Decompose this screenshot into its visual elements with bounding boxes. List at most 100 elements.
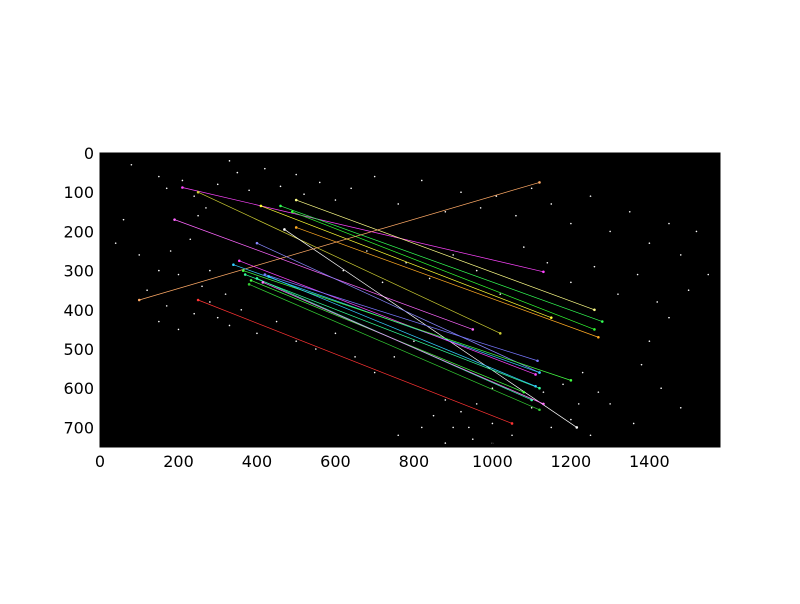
x-tick-label: 800 xyxy=(399,452,430,471)
scatter-point xyxy=(668,222,670,225)
scatter-point xyxy=(275,320,278,323)
scatter-point xyxy=(679,407,682,409)
scatter-point xyxy=(636,273,639,276)
scatter-point xyxy=(530,187,533,190)
match-endpoint xyxy=(263,273,267,276)
scatter-point xyxy=(189,238,192,241)
match-line xyxy=(264,274,538,362)
scatter-point xyxy=(381,281,384,284)
scatter-point xyxy=(577,403,580,405)
match-line xyxy=(256,242,540,373)
scatter-point xyxy=(114,242,117,244)
scatter-point xyxy=(169,250,172,252)
x-tick-label: 1400 xyxy=(629,452,670,471)
y-tick-label: 300 xyxy=(63,262,94,281)
match-endpoint xyxy=(538,181,541,184)
match-endpoint xyxy=(290,210,294,214)
match-endpoint xyxy=(575,426,579,429)
match-line-layer xyxy=(137,181,604,429)
scatter-point xyxy=(165,187,168,190)
match-endpoint xyxy=(196,298,200,302)
scatter-point xyxy=(475,403,478,405)
scatter-point xyxy=(209,269,211,272)
scatter-point xyxy=(444,211,447,213)
scatter-point xyxy=(460,191,462,193)
match-line xyxy=(284,229,577,428)
y-tick-label: 100 xyxy=(63,183,94,202)
match-endpoint xyxy=(255,277,259,280)
match-endpoint xyxy=(600,320,604,323)
scatter-point xyxy=(295,340,298,342)
scatter-point xyxy=(452,426,454,429)
scatter-point xyxy=(165,305,168,307)
scatter-point xyxy=(491,422,494,425)
scatter-point xyxy=(511,434,513,437)
match-endpoint xyxy=(536,359,539,363)
x-tick-label: 1200 xyxy=(551,452,592,471)
scatter-point xyxy=(350,187,352,190)
scatter-point xyxy=(397,434,400,437)
scatter-point xyxy=(687,289,690,292)
match-endpoint xyxy=(534,384,537,388)
match-line xyxy=(296,227,599,338)
scatter-point xyxy=(593,265,596,268)
scatter-point xyxy=(177,328,180,331)
match-endpoint xyxy=(261,281,265,284)
scatter-point xyxy=(158,269,160,272)
x-tick-label: 400 xyxy=(242,452,273,471)
match-endpoint xyxy=(247,283,251,286)
x-axis: 0 200 400 600 800 1000 1200 1400 xyxy=(95,153,670,471)
match-endpoint xyxy=(542,270,545,274)
x-tick-label: 600 xyxy=(320,452,351,471)
scatter-point xyxy=(354,356,356,358)
plot-area xyxy=(100,153,720,447)
y-tick-label: 500 xyxy=(63,340,94,359)
scatter-point xyxy=(216,316,219,319)
scatter-point xyxy=(146,289,148,292)
scatter-point xyxy=(264,167,266,170)
scatter-point xyxy=(256,332,258,335)
scatter-point xyxy=(205,207,207,209)
scatter-point xyxy=(315,348,317,350)
match-endpoint xyxy=(137,298,141,302)
scatter-point xyxy=(679,254,682,256)
scatter-point xyxy=(656,301,659,303)
scatter-point xyxy=(130,163,133,166)
match-line xyxy=(197,299,513,424)
scatter-point xyxy=(428,277,431,280)
scatter-point xyxy=(542,391,545,393)
scatter-point xyxy=(707,273,710,276)
match-line xyxy=(243,270,572,381)
scatter-point xyxy=(138,254,141,256)
scatter-point xyxy=(570,281,572,284)
scatter-point xyxy=(550,203,553,205)
match-endpoint xyxy=(243,273,247,276)
scatter-point xyxy=(197,214,199,217)
match-endpoint xyxy=(259,204,263,208)
match-line xyxy=(292,211,595,330)
match-line xyxy=(260,205,552,318)
match-line xyxy=(245,274,540,389)
scatter-point xyxy=(597,391,600,393)
scatter-point xyxy=(617,293,619,295)
match-endpoint xyxy=(593,308,596,312)
scatter-point xyxy=(224,293,227,295)
scatter-point xyxy=(589,434,592,437)
scatter-point xyxy=(471,438,474,440)
match-line xyxy=(280,205,603,322)
match-endpoint xyxy=(538,408,541,412)
match-endpoint xyxy=(538,386,541,390)
scatter-point xyxy=(562,383,564,386)
match-line xyxy=(239,260,536,375)
scatter-point xyxy=(530,407,533,409)
match-endpoint xyxy=(181,186,184,189)
match-endpoint xyxy=(569,379,573,382)
scatter-point xyxy=(158,320,160,323)
scatter-point xyxy=(342,269,345,272)
match-line xyxy=(248,283,540,411)
scatter-point xyxy=(158,175,160,178)
scatter-point xyxy=(420,426,423,429)
scatter-point xyxy=(248,189,250,192)
